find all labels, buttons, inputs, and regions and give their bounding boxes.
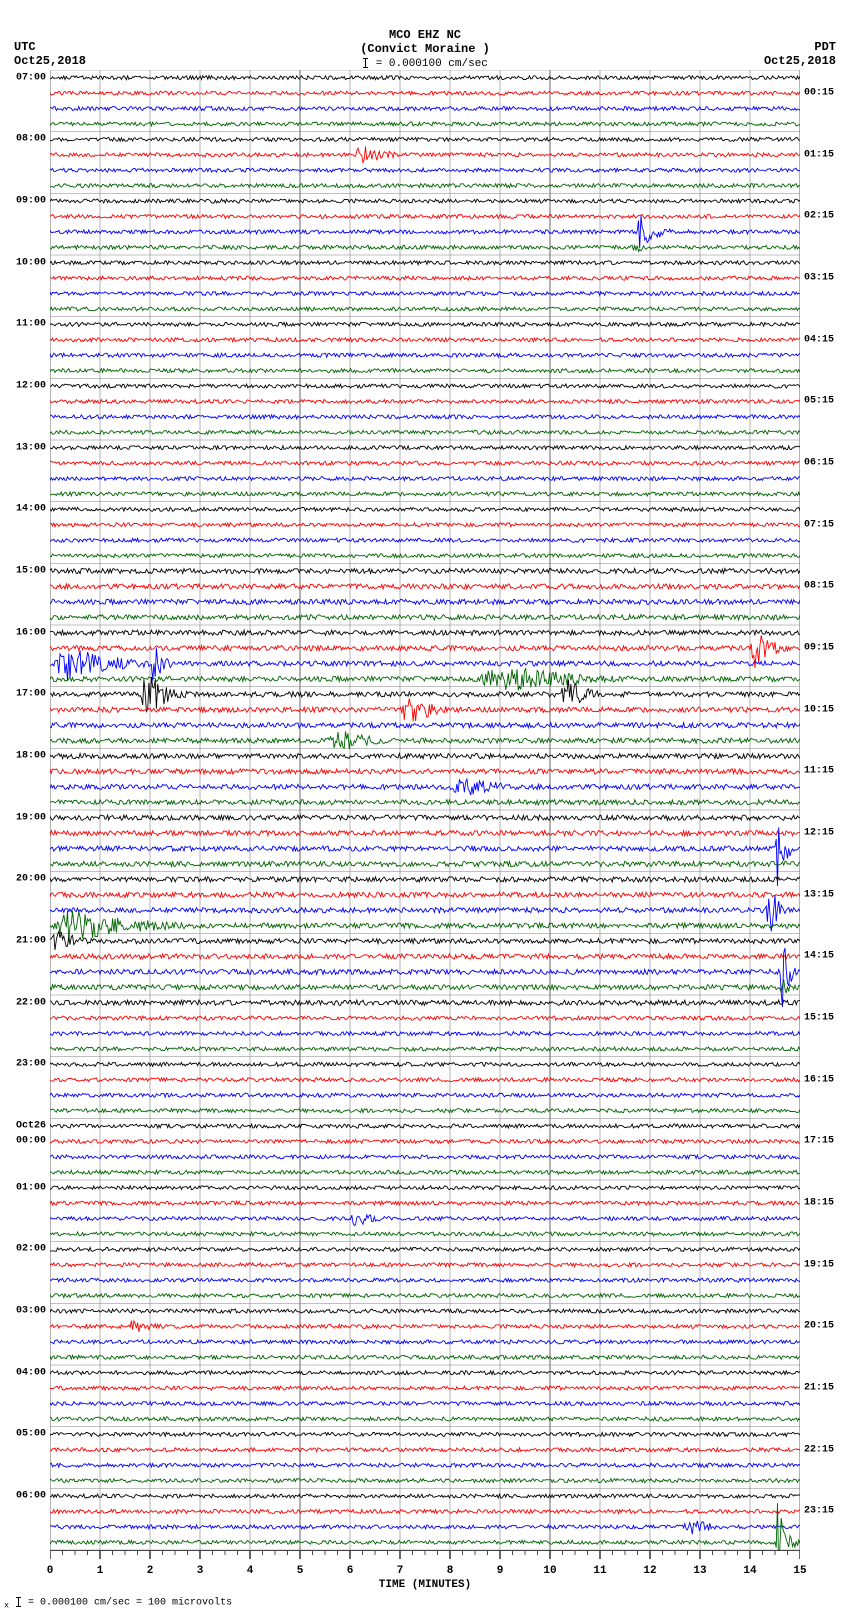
time-label-utc: 05:00 bbox=[16, 1429, 46, 1440]
footer-scale-bar-icon bbox=[18, 1597, 19, 1607]
x-tick-labels: 0123456789101112131415 bbox=[50, 1565, 800, 1579]
x-tick-label: 5 bbox=[297, 1565, 304, 1577]
time-label-pdt: 15:15 bbox=[804, 1013, 834, 1024]
x-tick-label: 3 bbox=[197, 1565, 204, 1577]
x-tick-label: 6 bbox=[347, 1565, 354, 1577]
time-label-utc: 15:00 bbox=[16, 566, 46, 577]
right-timezone: PDT bbox=[764, 40, 836, 54]
time-label-utc: 04:00 bbox=[16, 1367, 46, 1378]
scale-text: = 0.000100 cm/sec bbox=[376, 58, 488, 70]
x-tick-label: 4 bbox=[247, 1565, 254, 1577]
footer-text: = 0.000100 cm/sec = 100 microvolts bbox=[28, 1598, 232, 1609]
time-label-pdt: 08:15 bbox=[804, 581, 834, 592]
time-label-pdt: 20:15 bbox=[804, 1321, 834, 1332]
x-tick-label: 12 bbox=[643, 1565, 656, 1577]
x-tick-label: 1 bbox=[97, 1565, 104, 1577]
x-axis: 0123456789101112131415 TIME (MINUTES) bbox=[50, 1551, 800, 1591]
seismogram-plot: 07:0008:0009:0010:0011:0012:0013:0014:00… bbox=[50, 70, 800, 1551]
x-tick-label: 8 bbox=[447, 1565, 454, 1577]
time-label-utc: 03:00 bbox=[16, 1306, 46, 1317]
time-label-utc: Oct26 bbox=[16, 1121, 46, 1132]
x-tick-label: 7 bbox=[397, 1565, 404, 1577]
time-label-utc: 18:00 bbox=[16, 751, 46, 762]
time-label-utc: 21:00 bbox=[16, 936, 46, 947]
x-tick-label: 13 bbox=[693, 1565, 706, 1577]
time-label-utc: 17:00 bbox=[16, 689, 46, 700]
header-scale: = 0.000100 cm/sec bbox=[0, 58, 850, 70]
time-label-pdt: 00:15 bbox=[804, 88, 834, 99]
time-label-utc: 08:00 bbox=[16, 134, 46, 145]
time-label-pdt: 22:15 bbox=[804, 1444, 834, 1455]
time-label-pdt: 14:15 bbox=[804, 951, 834, 962]
time-label-pdt: 03:15 bbox=[804, 273, 834, 284]
station-location: (Convict Moraine ) bbox=[0, 42, 850, 56]
time-label-utc: 20:00 bbox=[16, 874, 46, 885]
time-label-pdt: 04:15 bbox=[804, 334, 834, 345]
time-label-utc: 14:00 bbox=[16, 504, 46, 515]
x-tick-label: 10 bbox=[543, 1565, 556, 1577]
time-label-pdt: 13:15 bbox=[804, 889, 834, 900]
time-label-pdt: 18:15 bbox=[804, 1198, 834, 1209]
time-label-pdt: 11:15 bbox=[804, 766, 834, 777]
time-label-pdt: 23:15 bbox=[804, 1506, 834, 1517]
time-label-utc: 12:00 bbox=[16, 381, 46, 392]
time-label-utc: 09:00 bbox=[16, 196, 46, 207]
station-code: MCO EHZ NC bbox=[0, 28, 850, 42]
time-label-pdt: 10:15 bbox=[804, 704, 834, 715]
traces bbox=[50, 70, 800, 1550]
scale-bar-icon bbox=[365, 58, 366, 68]
time-label-utc: 11:00 bbox=[16, 319, 46, 330]
time-label-pdt: 09:15 bbox=[804, 643, 834, 654]
time-label-utc: 07:00 bbox=[16, 72, 46, 83]
time-label-utc: 23:00 bbox=[16, 1059, 46, 1070]
time-label-pdt: 16:15 bbox=[804, 1074, 834, 1085]
time-label-utc: 01:00 bbox=[16, 1182, 46, 1193]
header-center: MCO EHZ NC (Convict Moraine ) bbox=[0, 28, 850, 56]
time-label-utc: 13:00 bbox=[16, 442, 46, 453]
x-axis-title: TIME (MINUTES) bbox=[50, 1579, 800, 1591]
x-ticks bbox=[50, 1551, 800, 1561]
right-date: Oct25,2018 bbox=[764, 54, 836, 68]
time-label-utc: 02:00 bbox=[16, 1244, 46, 1255]
time-label-pdt: 07:15 bbox=[804, 519, 834, 530]
header: UTC Oct25,2018 MCO EHZ NC (Convict Morai… bbox=[0, 0, 850, 70]
time-label-pdt: 21:15 bbox=[804, 1383, 834, 1394]
time-label-pdt: 02:15 bbox=[804, 211, 834, 222]
x-tick-label: 11 bbox=[593, 1565, 606, 1577]
trace-row bbox=[50, 70, 800, 1550]
time-label-utc: 06:00 bbox=[16, 1491, 46, 1502]
time-label-utc: 16:00 bbox=[16, 627, 46, 638]
time-label-pdt: 05:15 bbox=[804, 396, 834, 407]
time-label-utc: 10:00 bbox=[16, 257, 46, 268]
time-label-pdt: 01:15 bbox=[804, 149, 834, 160]
time-label-pdt: 17:15 bbox=[804, 1136, 834, 1147]
time-label-utc: 19:00 bbox=[16, 812, 46, 823]
time-label-utc: 00:00 bbox=[16, 1136, 46, 1147]
x-tick-label: 0 bbox=[47, 1565, 54, 1577]
x-tick-label: 9 bbox=[497, 1565, 504, 1577]
time-label-pdt: 06:15 bbox=[804, 458, 834, 469]
time-label-utc: 22:00 bbox=[16, 997, 46, 1008]
x-tick-label: 2 bbox=[147, 1565, 154, 1577]
x-tick-label: 15 bbox=[793, 1565, 806, 1577]
time-label-pdt: 12:15 bbox=[804, 828, 834, 839]
footer-sub: x bbox=[4, 1601, 9, 1611]
footer: x = 0.000100 cm/sec = 100 microvolts bbox=[0, 1591, 850, 1616]
x-tick-label: 14 bbox=[743, 1565, 756, 1577]
time-label-pdt: 19:15 bbox=[804, 1259, 834, 1270]
header-right: PDT Oct25,2018 bbox=[764, 40, 836, 68]
